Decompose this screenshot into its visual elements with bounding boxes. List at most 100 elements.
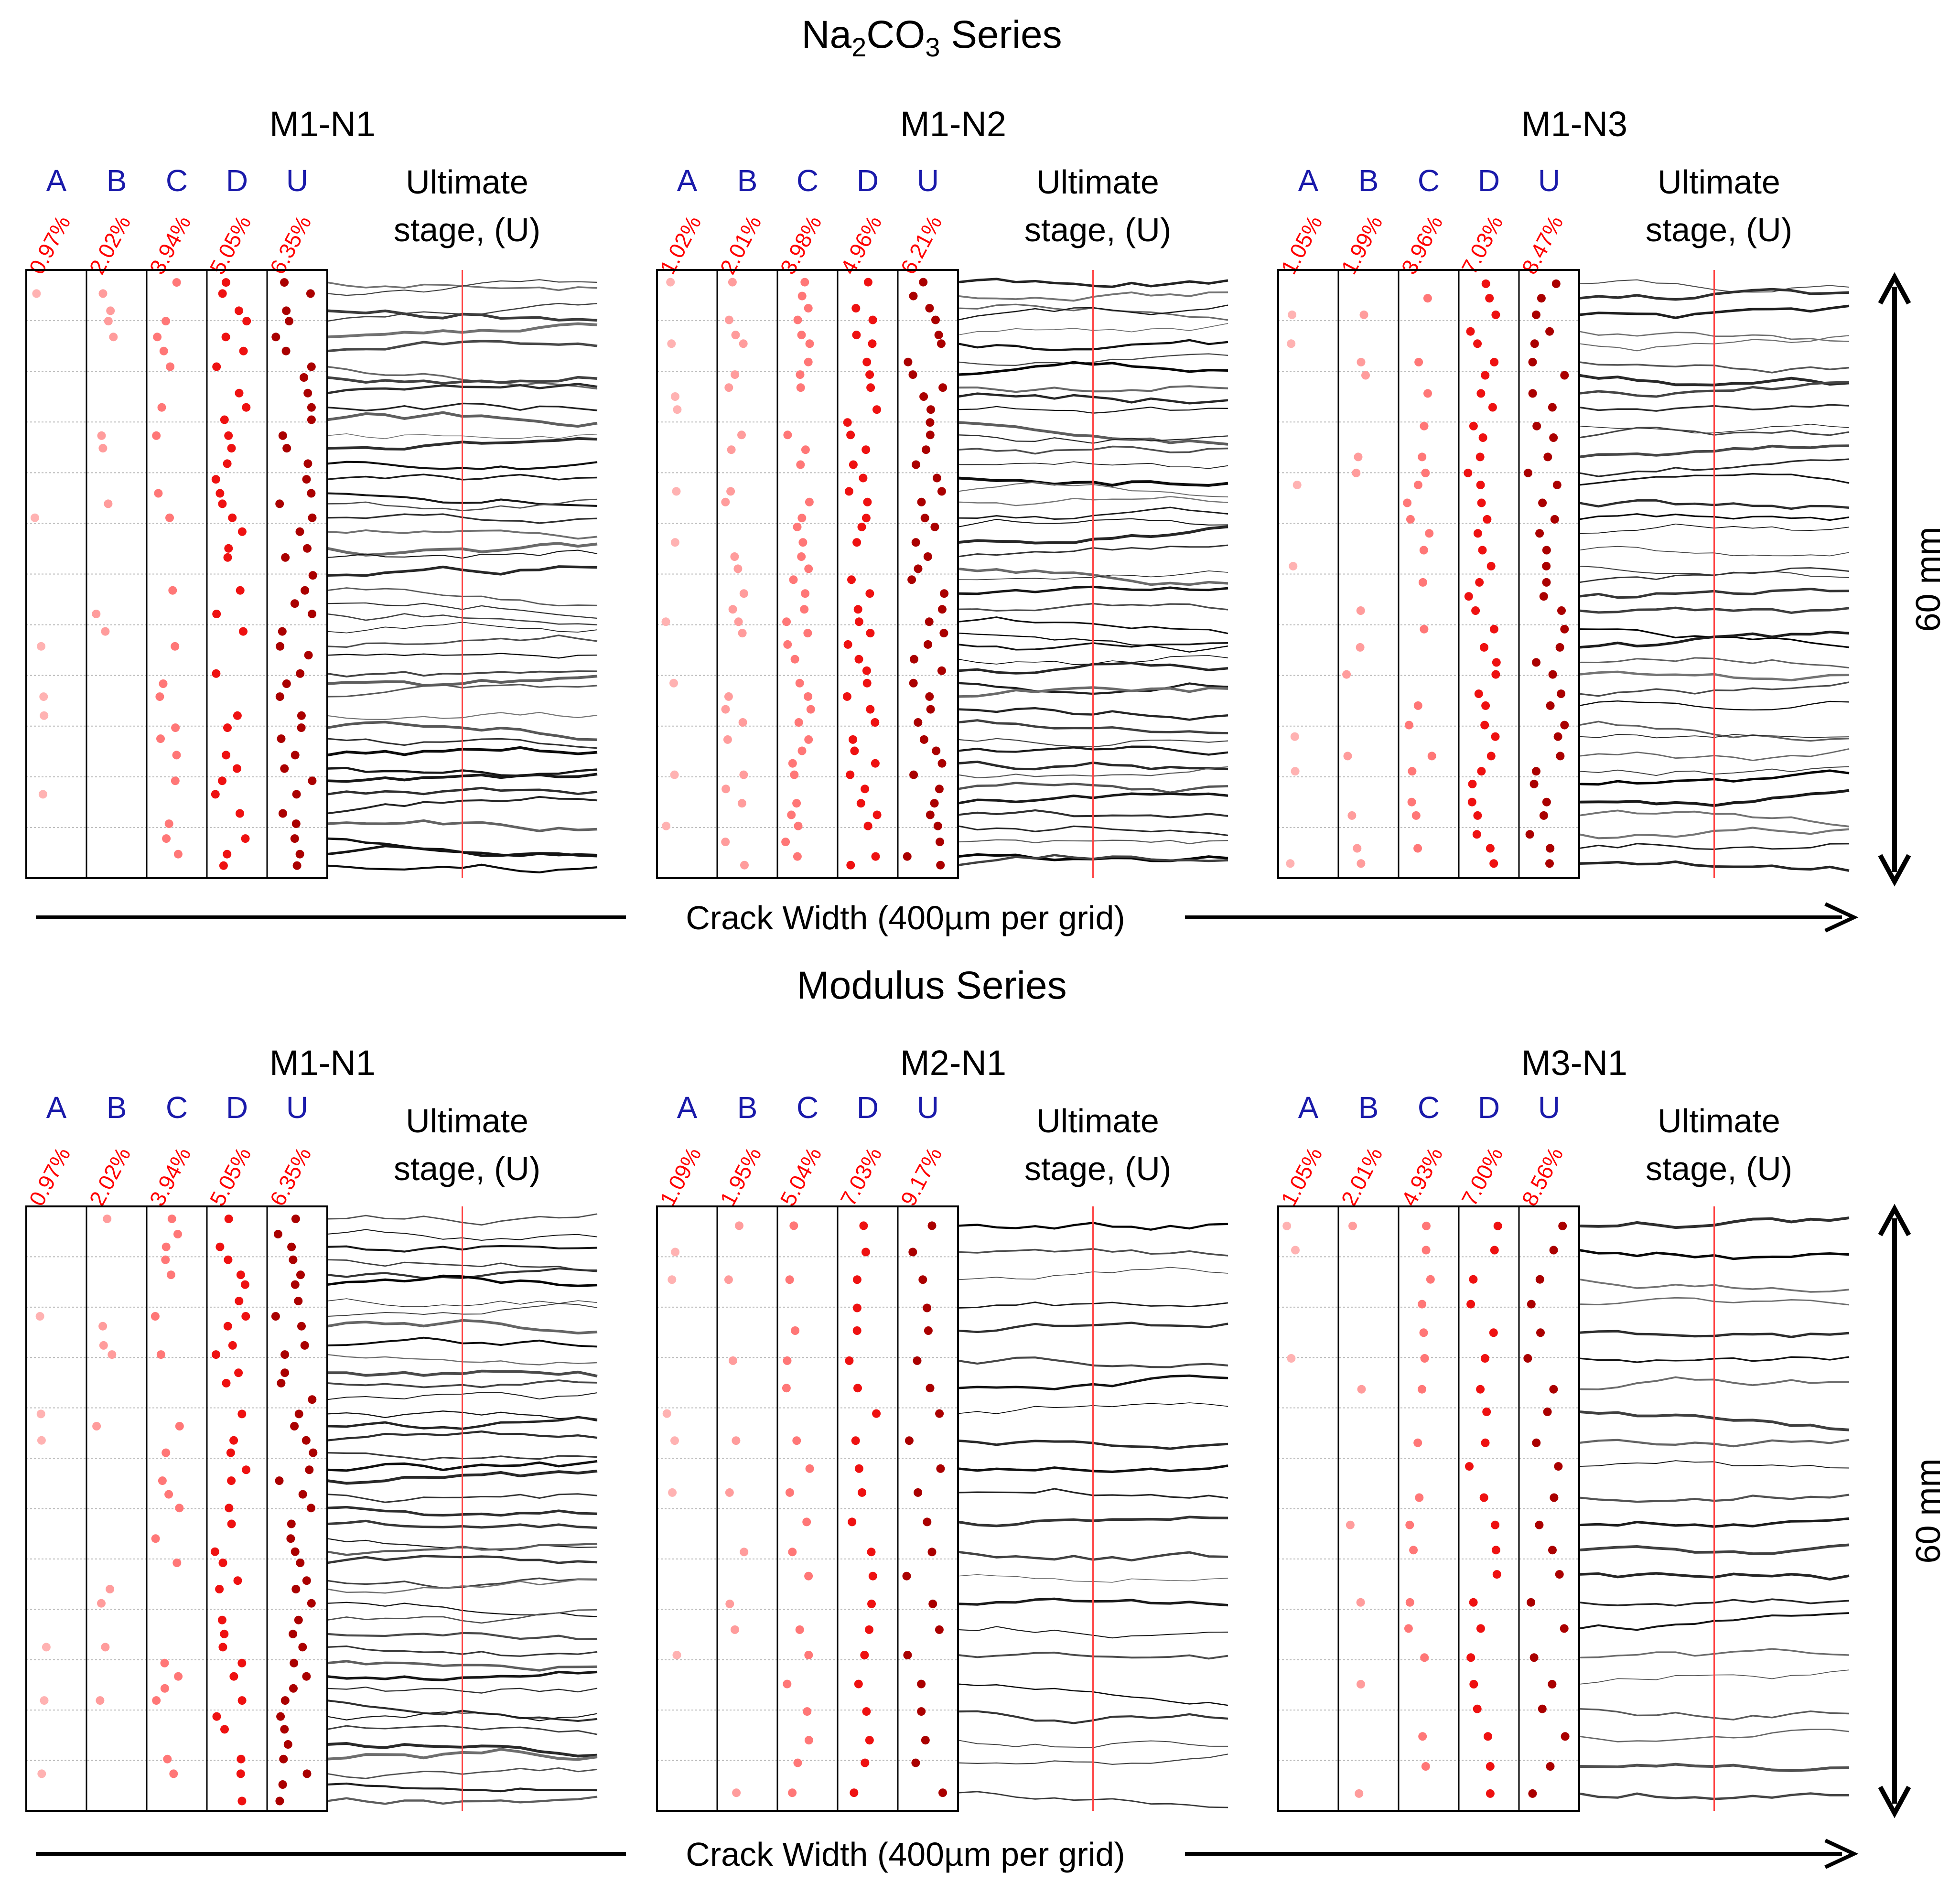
crack-point-d xyxy=(1491,1546,1500,1555)
crack-point-c xyxy=(796,370,805,379)
crack-point-u xyxy=(278,1780,287,1789)
crack-point-c xyxy=(793,1758,802,1767)
crack-point-u xyxy=(308,513,317,522)
crack-point-u xyxy=(290,1422,299,1430)
crack-point-d xyxy=(1492,658,1501,667)
crack-point-c xyxy=(175,1422,184,1430)
crack-point-u xyxy=(1557,606,1566,615)
stage-label-a: A xyxy=(1298,163,1319,198)
crack-point-u xyxy=(1532,1438,1541,1447)
crack-point-u xyxy=(936,1464,945,1473)
crack-point-c xyxy=(174,1672,183,1681)
crack-point-d xyxy=(1486,1789,1495,1798)
crack-point-d xyxy=(242,1465,251,1474)
strain-label-c: 3.94% xyxy=(144,1143,195,1210)
ultimate-crack-image xyxy=(958,270,1228,878)
crack-point-a xyxy=(667,339,676,348)
crack-point-u xyxy=(275,499,284,508)
crack-point-c xyxy=(801,445,810,454)
stage-label-b: B xyxy=(737,163,758,198)
crack-point-d xyxy=(242,403,251,412)
crack-point-c xyxy=(171,642,180,651)
crack-point-u xyxy=(302,475,311,484)
crack-point-c xyxy=(161,1255,170,1264)
crack-point-u xyxy=(1561,1732,1570,1741)
crack-point-a xyxy=(671,392,679,401)
crack-point-u xyxy=(924,1326,933,1335)
crack-point-c xyxy=(805,339,814,348)
crack-point-u xyxy=(908,370,917,379)
crack-point-u xyxy=(905,1436,914,1445)
crack-point-c xyxy=(164,819,173,828)
crack-point-c xyxy=(793,315,802,324)
crack-point-c xyxy=(1413,481,1422,489)
crack-point-u xyxy=(290,1658,299,1667)
crack-point-d xyxy=(863,278,872,287)
crack-point-c xyxy=(802,1517,811,1527)
crack-point-c xyxy=(1413,1438,1422,1447)
crack-point-d xyxy=(1490,1246,1499,1255)
height-label: 60 mm xyxy=(1909,1458,1948,1563)
crack-point-u xyxy=(291,751,300,760)
crack-point-u xyxy=(307,1599,316,1608)
crack-point-d xyxy=(1473,529,1482,538)
crack-point-d xyxy=(1491,732,1500,741)
crack-point-u xyxy=(925,692,934,701)
crack-point-c xyxy=(155,692,164,701)
crack-point-b xyxy=(734,617,743,626)
crack-point-d xyxy=(236,586,245,595)
crack-point-d xyxy=(1467,797,1476,807)
crack-point-c xyxy=(782,1384,791,1393)
crack-point-a xyxy=(32,289,41,298)
crack-point-c xyxy=(1414,357,1423,366)
crack-point-b xyxy=(728,605,737,614)
axis-label: Crack Width (400µm per grid) xyxy=(686,1836,1125,1873)
crack-point-d xyxy=(227,444,236,453)
strain-label-c: 3.96% xyxy=(1396,212,1447,279)
crack-point-c xyxy=(1421,468,1430,477)
strain-label-a: 1.09% xyxy=(655,1143,706,1210)
crack-point-c xyxy=(1411,811,1421,820)
crack-point-b xyxy=(726,487,735,496)
stage-label-b: B xyxy=(1358,163,1379,198)
crack-point-u xyxy=(1560,371,1569,380)
crack-point-b xyxy=(97,431,106,440)
axis-arrowhead xyxy=(1824,1839,1859,1869)
crack-point-b xyxy=(92,1422,101,1430)
crack-point-c xyxy=(154,489,163,498)
crack-point-u xyxy=(1560,1624,1569,1633)
crack-point-a xyxy=(40,711,49,720)
crack-point-a xyxy=(662,1409,671,1418)
crack-point-b xyxy=(1346,1520,1355,1529)
crack-point-c xyxy=(166,1270,175,1280)
height-arrowhead-top xyxy=(1878,1204,1911,1237)
stage-label-b: B xyxy=(107,1090,127,1125)
crack-point-c xyxy=(1419,546,1428,555)
crack-point-d xyxy=(872,1409,881,1418)
crack-point-c xyxy=(1418,1300,1427,1309)
crack-point-u xyxy=(912,460,920,469)
crack-point-u xyxy=(282,679,291,688)
crack-point-d xyxy=(861,785,870,794)
crack-point-c xyxy=(804,357,813,366)
panel-frame xyxy=(656,269,959,879)
strain-label-a: 0.97% xyxy=(24,1143,75,1210)
crack-point-d xyxy=(1480,721,1489,730)
crack-point-a xyxy=(669,678,678,688)
crack-point-c xyxy=(163,1754,172,1764)
crack-point-d xyxy=(229,1436,238,1445)
crack-point-b xyxy=(1357,859,1366,868)
crack-point-c xyxy=(792,799,801,808)
crack-point-u xyxy=(1527,1300,1536,1309)
crack-point-u xyxy=(904,357,913,366)
crack-point-d xyxy=(229,1672,238,1681)
crack-point-u xyxy=(1545,327,1554,336)
crack-point-u xyxy=(289,1255,298,1264)
crack-point-u xyxy=(308,610,317,618)
stage-label-d: D xyxy=(226,163,248,198)
strain-label-c: 3.94% xyxy=(144,212,195,279)
crack-point-d xyxy=(852,1303,862,1312)
crack-point-d xyxy=(233,764,241,773)
crack-point-a xyxy=(37,1436,46,1445)
crack-point-d xyxy=(862,1707,871,1716)
